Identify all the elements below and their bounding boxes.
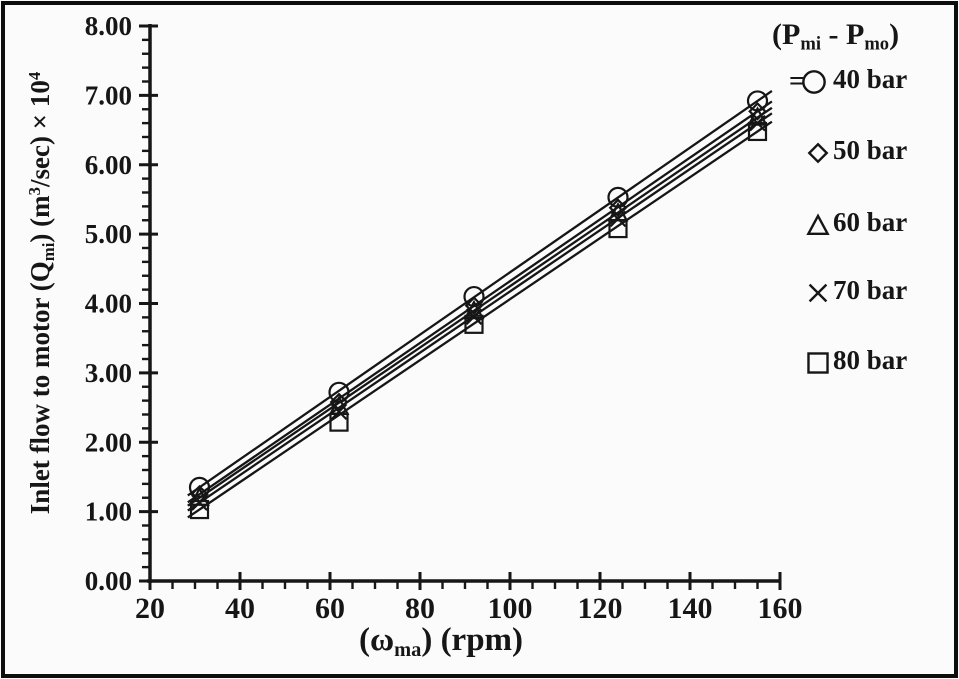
svg-text:60: 60 (315, 592, 345, 625)
svg-text:4.00: 4.00 (85, 289, 132, 319)
legend-equals: = (789, 66, 805, 97)
x-axis-title: (ωma) (rpm) (359, 622, 523, 662)
label-part: ) (m (25, 195, 56, 243)
svg-text:100: 100 (488, 592, 533, 625)
legend-item-label: 50 bar (833, 135, 908, 165)
legend-title: (Pmi - Pmo) (772, 18, 899, 56)
label-part: (P (772, 18, 801, 51)
legend-item-label: 80 bar (833, 345, 908, 375)
svg-text:20: 20 (135, 592, 165, 625)
label-part: ma (394, 639, 422, 662)
legend-item-label: 70 bar (833, 275, 908, 305)
legend-item-label: 40 bar (833, 64, 908, 94)
label-part: mo (864, 33, 890, 55)
svg-text:40: 40 (225, 592, 255, 625)
label-part: ) (889, 18, 900, 51)
svg-text:5.00: 5.00 (85, 219, 132, 249)
label-part: - P (820, 18, 865, 51)
svg-text:3.00: 3.00 (85, 358, 132, 388)
label-part: 3 (24, 187, 44, 196)
label-part: mi (800, 33, 821, 55)
label-part: 4 (24, 71, 44, 81)
label-part: (ω (358, 622, 395, 658)
svg-text:0.00: 0.00 (85, 566, 132, 596)
svg-text:7.00: 7.00 (85, 80, 132, 110)
label-part: ) (rpm) (421, 622, 524, 658)
svg-text:8.00: 8.00 (85, 11, 132, 41)
label-part: Inlet flow to motor (Q (25, 261, 56, 515)
svg-text:120: 120 (578, 592, 623, 625)
svg-text:80: 80 (405, 592, 435, 625)
svg-text:6.00: 6.00 (85, 150, 132, 180)
svg-text:140: 140 (668, 592, 713, 625)
label-part: /sec) × 10 (25, 80, 56, 188)
y-axis-title: Inlet flow to motor (Qmi) (m3/sec) × 104 (25, 72, 59, 514)
legend-item-label: 60 bar (833, 207, 908, 237)
svg-text:160: 160 (758, 592, 803, 625)
svg-text:1.00: 1.00 (85, 497, 132, 527)
label-part: mi (39, 242, 59, 262)
svg-text:2.00: 2.00 (85, 427, 132, 457)
